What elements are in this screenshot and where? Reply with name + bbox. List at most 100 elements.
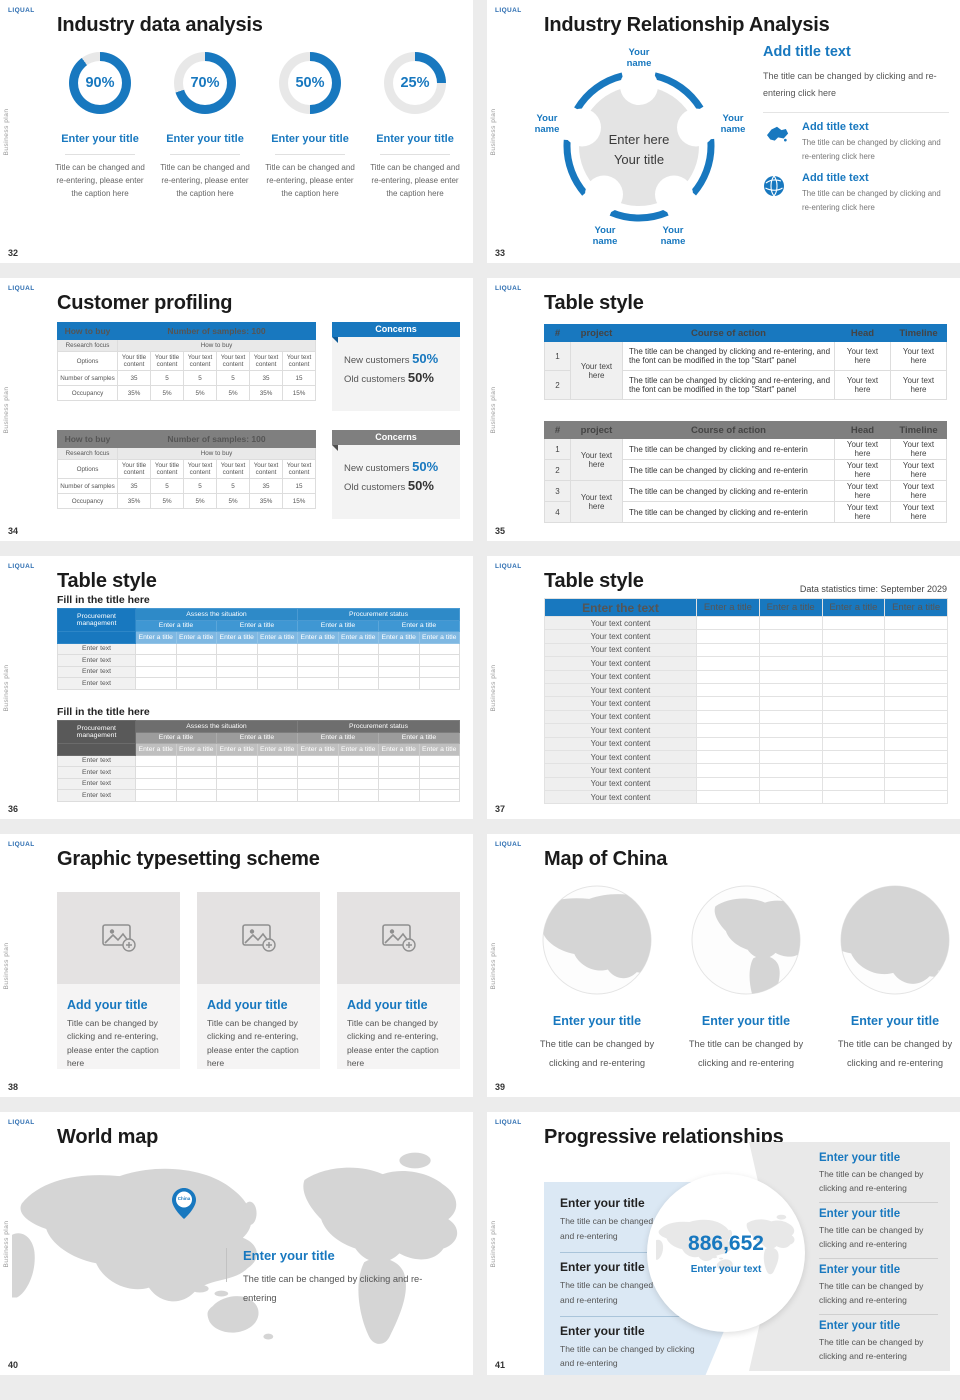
slide-33[interactable]: LIQUAL Business plan Industry Relationsh… bbox=[487, 0, 960, 263]
sub-header: Enter a title bbox=[216, 731, 298, 744]
table-cell: 35 bbox=[117, 478, 151, 494]
table-header: Head bbox=[834, 324, 891, 342]
table-cell: Options bbox=[57, 351, 118, 371]
slide-title: Table style bbox=[57, 570, 157, 592]
brand-logo: LIQUAL bbox=[8, 7, 35, 14]
slide-34[interactable]: LIQUAL Business plan Customer profiling … bbox=[0, 278, 473, 541]
sidebar-label: Business plan bbox=[490, 942, 497, 989]
brand-logo: LIQUAL bbox=[495, 7, 522, 14]
slide-32[interactable]: LIQUAL Business plan Industry data analy… bbox=[0, 0, 473, 263]
concern-label: Old customers bbox=[344, 374, 406, 385]
table-cell: Number of samples bbox=[57, 478, 118, 494]
group-header: Assess the situation bbox=[135, 720, 298, 733]
slide-38[interactable]: LIQUAL Business plan Graphic typesetting… bbox=[0, 834, 473, 1097]
table-cell: Your text content bbox=[249, 351, 283, 371]
callout-title: Enter your title bbox=[243, 1248, 335, 1263]
table-cell: 15% bbox=[282, 385, 316, 401]
row-label: Your text content bbox=[544, 669, 697, 684]
table-cell: Your text content bbox=[249, 459, 283, 479]
globe-item: Enter your title The title can be change… bbox=[533, 884, 661, 1072]
concern-value: 50% bbox=[407, 478, 434, 493]
sub-header: Enter a title bbox=[297, 619, 379, 632]
table-cell: 5 bbox=[183, 478, 217, 494]
leaf-header: Enter a title bbox=[175, 743, 217, 756]
item-caption: The title can be changed by clicking and… bbox=[560, 1343, 695, 1369]
donut-value: 50% bbox=[295, 75, 325, 91]
leaf-header: Enter a title bbox=[216, 631, 258, 644]
slide-37[interactable]: LIQUAL Business plan Table style Data st… bbox=[487, 556, 960, 819]
diagram-center-text: Enter here Your title bbox=[579, 130, 699, 169]
row-label: Your text content bbox=[544, 615, 697, 631]
slide-39[interactable]: LIQUAL Business plan Map of China Enter … bbox=[487, 834, 960, 1097]
row-label: Your text content bbox=[544, 709, 697, 725]
leaf-header: Enter a title bbox=[256, 743, 298, 756]
item-title: Enter your title bbox=[560, 1259, 645, 1274]
table-header: # bbox=[544, 421, 571, 439]
callout-line bbox=[226, 1248, 227, 1282]
action-table-blue: # project Course of action Head Timeline… bbox=[544, 324, 947, 400]
data-table: Enter the text Enter a title Enter a tit… bbox=[544, 598, 948, 805]
item-title: Enter your title bbox=[61, 133, 139, 145]
sidebar-label: Business plan bbox=[3, 108, 10, 155]
leaf-header: Enter a title bbox=[378, 631, 420, 644]
sub-header: Enter a title bbox=[297, 731, 379, 744]
brand-logo: LIQUAL bbox=[495, 563, 522, 570]
image-card: Add your title Title can be changed by c… bbox=[57, 892, 180, 1069]
item-title: Enter your title bbox=[552, 1014, 642, 1028]
slide-number: 40 bbox=[8, 1360, 19, 1370]
table-cell: Your text here bbox=[890, 459, 947, 481]
pin-label: China bbox=[177, 1196, 191, 1201]
center-line-1: Enter here bbox=[608, 132, 670, 147]
sidebar-label: Business plan bbox=[490, 386, 497, 433]
concern-value: 50% bbox=[412, 459, 439, 474]
slide-41[interactable]: LIQUAL Business plan Progressive relatio… bbox=[487, 1112, 960, 1375]
table-header: Number of samples: 100 bbox=[117, 322, 316, 340]
brand-logo: LIQUAL bbox=[495, 1119, 522, 1126]
concerns-header: Concerns bbox=[332, 322, 460, 343]
item-caption: The title can be changed by clicking and… bbox=[560, 1279, 695, 1305]
node-label-right: Your name bbox=[720, 113, 746, 135]
sidebar-label: Business plan bbox=[490, 108, 497, 155]
card-row: Add your title Title can be changed by c… bbox=[57, 892, 460, 1069]
table-subtitle: Fill in the title here bbox=[57, 594, 150, 606]
scalloped-circle-graphic bbox=[563, 67, 715, 222]
table-cell: 5% bbox=[150, 385, 184, 401]
slide-36[interactable]: LIQUAL Business plan Table style Fill in… bbox=[0, 556, 473, 819]
leaf-header: Enter a title bbox=[337, 743, 379, 756]
concerns-box-blue: Concerns New customers 50% Old customers… bbox=[332, 322, 460, 411]
slide-35[interactable]: LIQUAL Business plan Table style # proje… bbox=[487, 278, 960, 541]
sidebar-label: Business plan bbox=[490, 664, 497, 711]
table-cell: Your text here bbox=[890, 370, 947, 400]
slide-title: Industry data analysis bbox=[57, 14, 263, 36]
divider bbox=[170, 154, 240, 155]
donut-chart: 25% bbox=[384, 52, 446, 114]
item-title: Enter your title bbox=[560, 1323, 645, 1338]
add-image-icon bbox=[101, 924, 136, 952]
slide-40[interactable]: LIQUAL Business plan World map China Ent… bbox=[0, 1112, 473, 1375]
table-cell: Your text here bbox=[890, 341, 947, 371]
row-label: Your text content bbox=[544, 749, 697, 765]
sidebar-label: Business plan bbox=[3, 386, 10, 433]
item-caption: The title can be changed by clicking and… bbox=[819, 1280, 924, 1306]
row-label: Enter text bbox=[57, 777, 136, 790]
brand-logo: LIQUAL bbox=[8, 1119, 35, 1126]
item-title: Enter your title bbox=[560, 1196, 645, 1210]
table-cell: 5% bbox=[216, 385, 250, 401]
item-title: Enter your title bbox=[166, 133, 244, 145]
slide-title: Customer profiling bbox=[57, 292, 233, 314]
row-label: Your text content bbox=[544, 763, 697, 778]
brand-logo: LIQUAL bbox=[495, 841, 522, 848]
item-title: Enter your title bbox=[271, 133, 349, 145]
row-label: Your text content bbox=[544, 656, 697, 671]
statistic-circle: 886,652 Enter your text bbox=[647, 1174, 805, 1332]
table-cell: 1 bbox=[544, 341, 571, 371]
item-title: Add title text bbox=[802, 121, 869, 134]
table-cell: 35% bbox=[117, 493, 151, 509]
donut-item: 25% Enter your title Title can be change… bbox=[367, 52, 463, 200]
row-label: Enter text bbox=[57, 665, 136, 678]
table-cell: 1 bbox=[544, 438, 571, 460]
item-caption: Title can be changed and re-entering, pl… bbox=[370, 163, 460, 198]
node-label-top: Your name bbox=[626, 47, 652, 69]
group-header: Assess the situation bbox=[135, 608, 298, 621]
table-cell: 4 bbox=[544, 501, 571, 523]
